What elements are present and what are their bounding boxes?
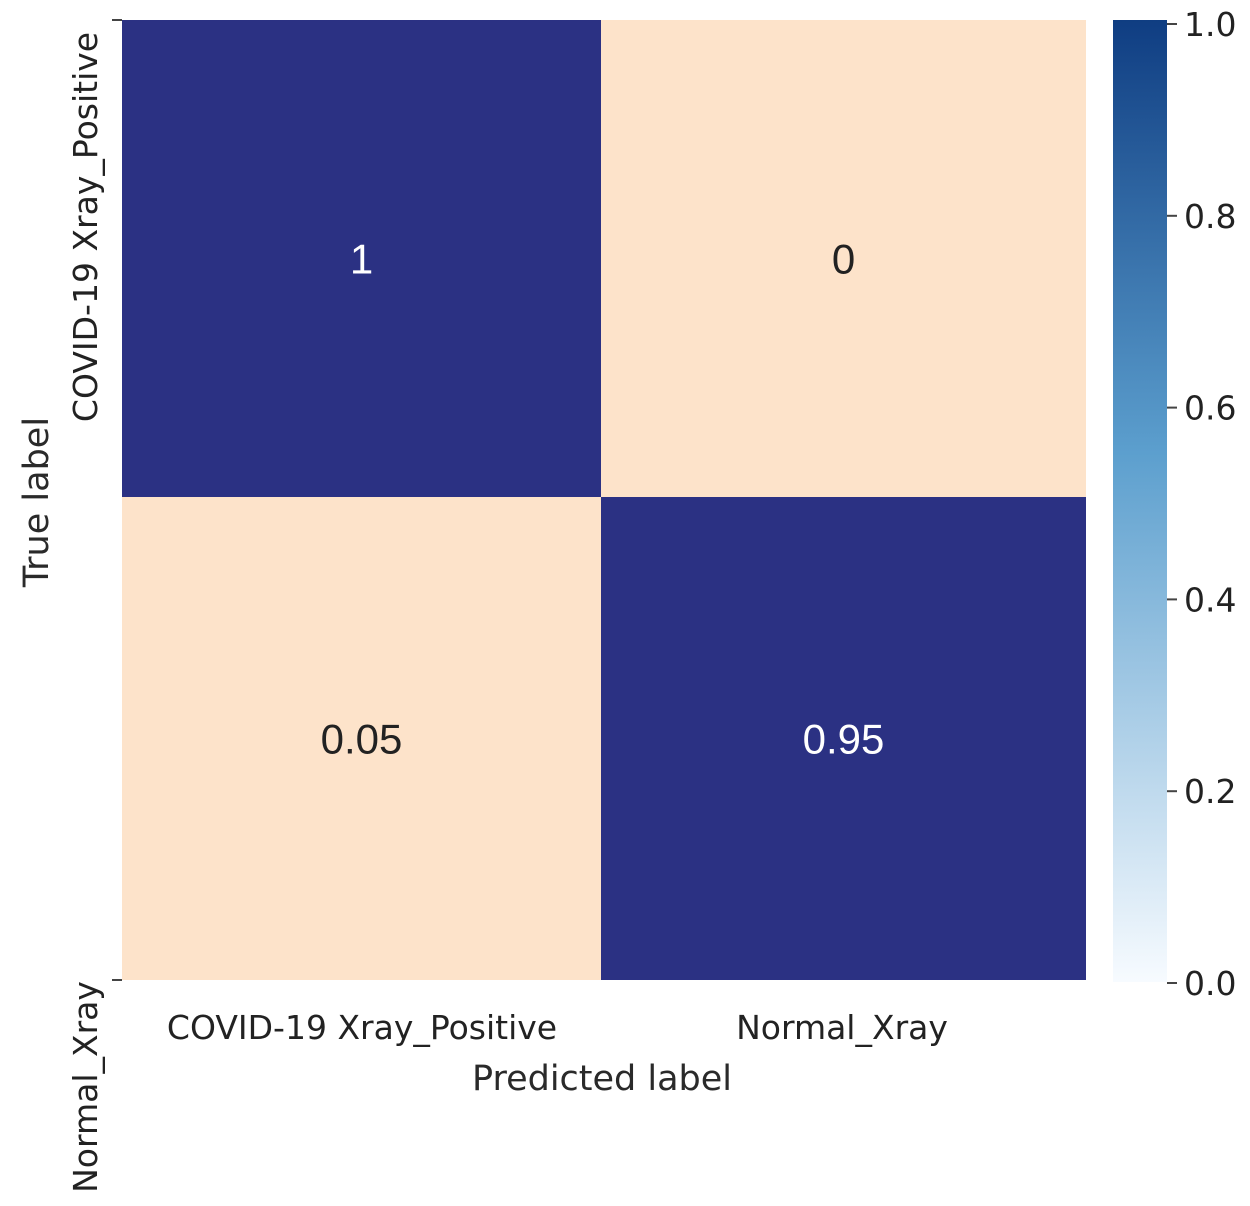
y-tick-label: Normal_Xray (66, 981, 105, 1193)
x-axis-title: Predicted label (472, 1059, 732, 1099)
y-axis-title: True label (17, 417, 57, 588)
y-axis-ticks: COVID-19 Xray_Positive Normal_Xray (66, 19, 122, 1193)
colorbar-tick-label: 0.6 (1184, 389, 1236, 428)
colorbar-tick-label: 0.2 (1184, 772, 1236, 811)
heatmap-cells (122, 20, 1086, 980)
colorbar-tick-label: 0.0 (1184, 964, 1236, 1003)
heatmap-cell-r0-c0 (122, 20, 601, 497)
heatmap-cell-r1-c1 (601, 497, 1086, 980)
cell-label-r0-c1: 0 (832, 236, 855, 283)
heatmap-cell-r1-c0 (122, 497, 601, 980)
y-tick-label: COVID-19 Xray_Positive (66, 32, 105, 422)
x-tick-label: Normal_Xray (736, 1008, 948, 1047)
cell-label-r0-c0: 1 (350, 236, 373, 283)
x-axis-ticks: COVID-19 Xray_Positive Normal_Xray (167, 1008, 948, 1047)
colorbar-ticks: 0.0 0.2 0.4 0.6 0.8 1.0 (1167, 5, 1236, 1003)
colorbar-tick-label: 1.0 (1184, 5, 1236, 44)
colorbar-tick-label: 0.4 (1184, 580, 1236, 619)
x-tick-label: COVID-19 Xray_Positive (167, 1008, 557, 1047)
cell-value-labels: 1 0 0.05 0.95 (321, 236, 885, 763)
cell-label-r1-c0: 0.05 (321, 716, 403, 763)
heatmap-cell-r0-c1 (601, 20, 1086, 497)
colorbar (1113, 20, 1167, 982)
cell-label-r1-c1: 0.95 (803, 716, 885, 763)
colorbar-tick-label: 0.8 (1184, 197, 1236, 236)
